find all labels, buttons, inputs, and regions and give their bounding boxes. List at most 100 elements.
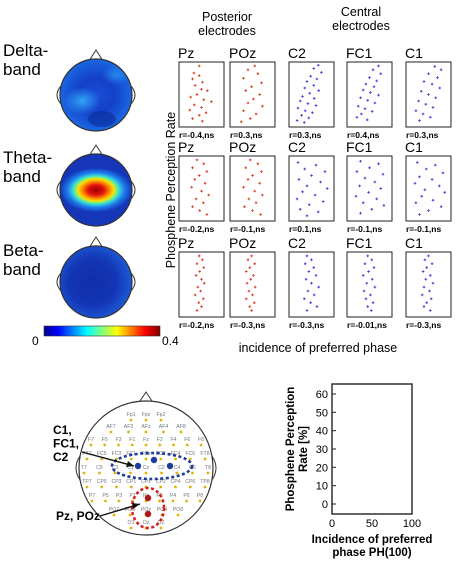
electrode-label: FC3 — [112, 451, 122, 457]
scatter-point — [365, 281, 369, 285]
scatter-point — [424, 167, 428, 171]
scatter-point — [193, 103, 196, 107]
electrode-dot — [129, 457, 133, 461]
scatter-point — [244, 89, 248, 92]
central-header: Central electrodes — [332, 5, 390, 33]
scatter-point — [248, 266, 252, 269]
electrode-dot — [191, 471, 194, 475]
electrode-dot — [171, 499, 175, 503]
scatter-point — [202, 266, 206, 269]
electrode-label: FT8 — [200, 451, 209, 457]
scatter-ylabel: Phosphene Perception Rate — [164, 112, 178, 268]
topomap-theta — [56, 144, 136, 227]
scatter-point — [317, 89, 320, 92]
scatter-point — [242, 76, 245, 80]
scatter-point — [197, 114, 201, 117]
scatter-point — [204, 111, 208, 114]
scatter-panel-theta-fc1: FC1 r=-0.1,ns — [346, 139, 393, 234]
scatter-point — [197, 174, 201, 177]
band-label-beta: Beta-band — [3, 241, 44, 279]
panel-stat-label: r=-0.1,ns — [230, 224, 265, 234]
electrode-marker-pz — [144, 494, 152, 502]
scatter-point — [307, 116, 311, 120]
electrode-label: PO4 — [157, 507, 167, 513]
electrode-label: TP8 — [200, 479, 210, 485]
topomap-beta — [56, 236, 136, 319]
scatter-point — [205, 213, 209, 216]
scatter-point — [297, 178, 301, 181]
scatter-point — [295, 197, 299, 201]
scatter-point — [427, 209, 430, 212]
electrode-dot — [188, 485, 192, 489]
electrode-dot — [172, 443, 175, 447]
panel-frame — [346, 61, 393, 128]
scatter-point — [439, 68, 443, 72]
scatter-point — [371, 68, 375, 72]
scatter-point — [370, 110, 374, 113]
electrode-label: AF3 — [124, 424, 134, 430]
scatter-point — [363, 176, 367, 180]
empty-plot-ytick: 10 — [316, 481, 328, 493]
scatter-point — [366, 305, 369, 308]
scatter-point — [360, 112, 363, 116]
panel-electrode-label: C1 — [405, 235, 423, 251]
scatter-panel-theta-poz: POz r=-0.1,ns — [229, 139, 276, 234]
scatter-point — [424, 278, 428, 281]
scatter-point — [414, 201, 418, 205]
scatter-panel-theta-c2: C2 r=0.1,ns — [288, 139, 335, 234]
scatter-point — [433, 163, 437, 167]
scatter-point — [203, 182, 207, 185]
scatter-point — [192, 71, 196, 75]
scatter-panel-delta-fc1: FC1 r=0.4,ns — [346, 45, 393, 140]
electrode-label: C4 — [174, 465, 181, 471]
electrode-label: AF4 — [159, 424, 169, 430]
electrode-dot — [144, 471, 148, 475]
colorbar — [43, 325, 161, 337]
panel-stat-label: r=0.3,ns — [406, 130, 439, 140]
electrode-dot — [117, 443, 120, 447]
scatter-point — [361, 274, 365, 277]
electrode-label: AFz — [141, 424, 151, 430]
scatter-point — [254, 112, 258, 116]
electrode-label: C5 — [96, 465, 103, 471]
scatter-point — [361, 201, 365, 205]
scatter-panel-beta-pz: Pz r=-0.2,ns — [178, 235, 225, 330]
electrode-dot — [127, 430, 130, 434]
topomap-delta — [56, 49, 136, 132]
callout-posterior-electrodes: Pz, POz — [56, 509, 100, 523]
electrode-label: PO7 — [109, 507, 119, 513]
scatter-point — [253, 64, 257, 68]
electrode-label: FC2 — [156, 451, 166, 457]
empty-plot-xlabel: Incidence of preferred phase PH(100) — [312, 534, 433, 559]
panel-frame — [346, 155, 393, 222]
empty-plot-xtick: 50 — [366, 518, 378, 530]
scatter-point — [427, 254, 430, 258]
scatter-point — [247, 197, 251, 201]
scatter-point — [202, 297, 205, 301]
empty-plot-ytick: 30 — [316, 444, 328, 456]
scatter-point — [367, 270, 370, 273]
electrode-label: CP1 — [126, 479, 136, 485]
scatter-point — [189, 95, 192, 99]
scatter-point — [321, 200, 325, 203]
scatter-point — [298, 208, 302, 211]
scatter-point — [260, 81, 263, 85]
scatter-point — [205, 170, 209, 173]
panel-stat-label: r=-0.3,ns — [406, 320, 441, 330]
scatter-point — [433, 65, 437, 68]
electrode-dot — [198, 499, 202, 503]
scatter-point — [206, 89, 209, 92]
electrode-label: CPz — [141, 479, 151, 485]
panel-frame — [346, 251, 393, 318]
scatter-point — [248, 158, 252, 162]
scatter-point — [316, 210, 320, 214]
scatter-point — [253, 262, 257, 265]
electrode-marker-c1 — [134, 462, 142, 470]
scatter-point — [305, 184, 309, 188]
scatter-point — [193, 178, 197, 181]
scatter-xlabel: incidence of preferred phase — [239, 341, 397, 355]
scatter-point — [424, 102, 428, 106]
scatter-point — [418, 119, 421, 122]
panel-frame — [229, 61, 276, 128]
